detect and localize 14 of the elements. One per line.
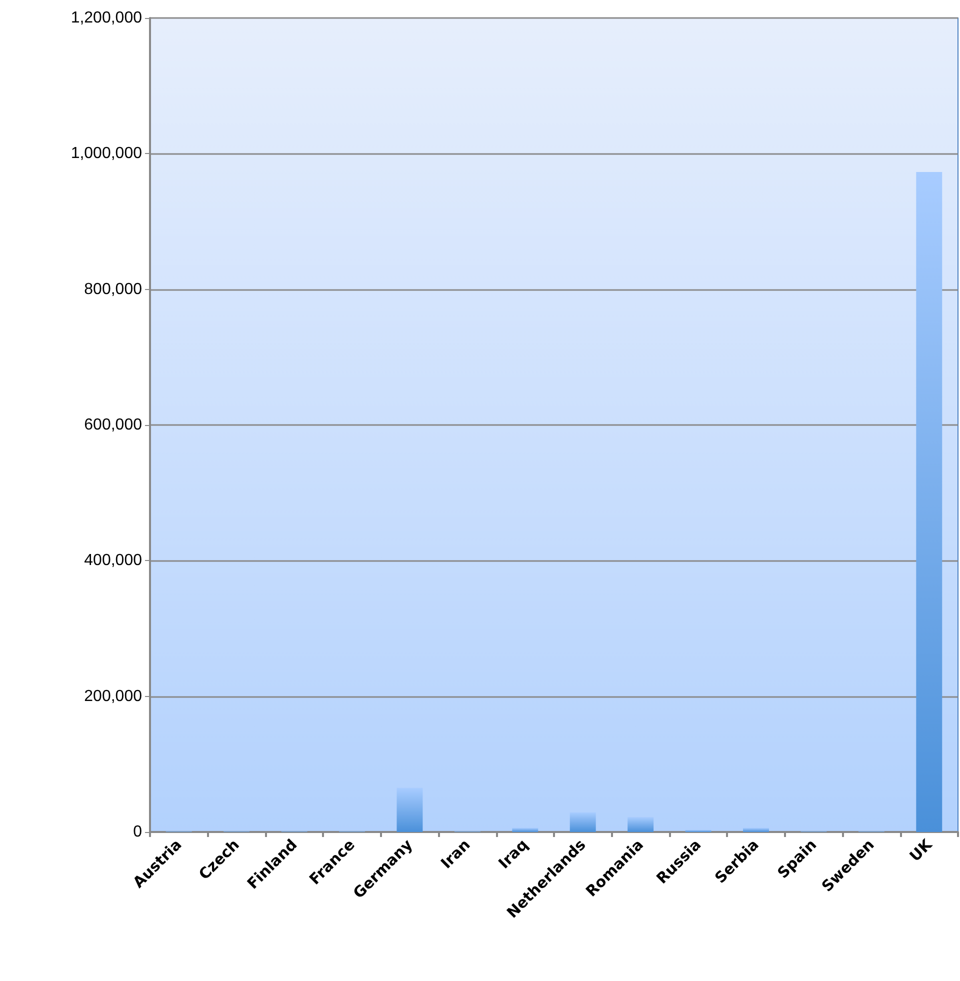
bar (570, 812, 596, 832)
bar (512, 828, 538, 832)
y-tick-label: 800,000 (84, 280, 142, 298)
bar (743, 828, 769, 832)
y-tick-label: 1,200,000 (70, 10, 142, 26)
y-tick-label: 200,000 (84, 688, 142, 705)
bar (396, 788, 423, 832)
y-tick-label: 1,000,000 (70, 145, 142, 162)
y-tick-label: 400,000 (84, 552, 142, 570)
bar (916, 172, 942, 832)
y-tick-label: 600,000 (84, 416, 142, 434)
y-tick-label: 0 (133, 824, 142, 840)
x-tick-label: UK (906, 834, 936, 866)
bar (628, 817, 654, 832)
